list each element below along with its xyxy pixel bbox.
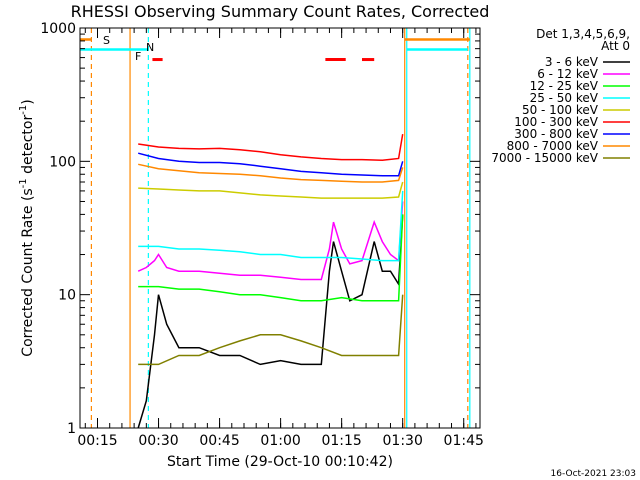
x-axis-ticks: 00:15 00:30 00:45 01:00 01:15 01:30 01:45 (77, 28, 484, 449)
series-line-25-50-kev (138, 190, 404, 262)
y-axis-ticks: 1 10 100 1000 (40, 21, 480, 437)
legend-label: 7000 - 15000 keV (491, 151, 598, 165)
series-line-800-7000-kev (138, 163, 404, 183)
y-tick-label: 10 (58, 288, 76, 304)
y-axis-label: Corrected Count Rate (s-1 detector-1) (18, 99, 36, 356)
series-line-3-6-kev (137, 214, 404, 428)
series-line-7000-15000-kev (138, 294, 404, 366)
legend-label: 100 - 300 keV (514, 115, 598, 129)
band-labels: S N F (103, 34, 154, 63)
x-tick-label: 01:30 (383, 433, 423, 449)
y-axis-label-sup2: -1 (18, 105, 29, 115)
x-tick-label: 00:45 (199, 433, 239, 449)
x-tick-label: 00:30 (138, 433, 178, 449)
y-axis-label-part3: ) (20, 99, 36, 104)
y-axis-label-sup1: -1 (18, 178, 29, 188)
series-line-300-800-kev (138, 152, 404, 177)
series-lines (137, 133, 404, 428)
y-tick-label: 100 (49, 154, 76, 170)
legend-label: 3 - 6 keV (545, 55, 599, 69)
y-tick-label: 1 (67, 421, 76, 437)
legend-label: 300 - 800 keV (514, 127, 598, 141)
legend-label: 800 - 7000 keV (507, 139, 599, 153)
y-tick-label: 1000 (40, 21, 76, 37)
series-line-100-300-kev (138, 133, 404, 161)
chart-title: RHESSI Observing Summary Count Rates, Co… (71, 2, 490, 21)
x-axis-label: Start Time (29-Oct-10 00:10:42) (167, 454, 393, 470)
n-band-label: N (146, 41, 154, 54)
series-line-50-100-kev (138, 181, 404, 199)
x-tick-label: 01:45 (444, 433, 484, 449)
y-axis-label-part1: Corrected Count Rate (s (20, 188, 36, 356)
marker-vlines (90, 28, 471, 428)
x-tick-label: 00:15 (77, 433, 117, 449)
x-tick-label: 01:15 (321, 433, 361, 449)
footer-timestamp: 16-Oct-2021 23:03 (551, 469, 636, 479)
legend-label: 50 - 100 keV (522, 103, 599, 117)
f-band-label: F (135, 50, 141, 63)
y-axis-label-part2: detector (20, 115, 36, 179)
s-band-label: S (103, 34, 110, 47)
legend-header-2: Att 0 (601, 39, 630, 53)
series-line-6-12-kev (137, 201, 404, 281)
legend-label: 25 - 50 keV (530, 91, 599, 105)
status-bands (80, 38, 470, 62)
plot-frame (79, 27, 481, 429)
legend-header-1: Det 1,3,4,5,6,9, (536, 27, 630, 41)
legend-label: 6 - 12 keV (537, 67, 599, 81)
legend-label: 12 - 25 keV (530, 79, 599, 93)
x-tick-label: 01:00 (260, 433, 300, 449)
series-line-12-25-kev (138, 214, 404, 302)
